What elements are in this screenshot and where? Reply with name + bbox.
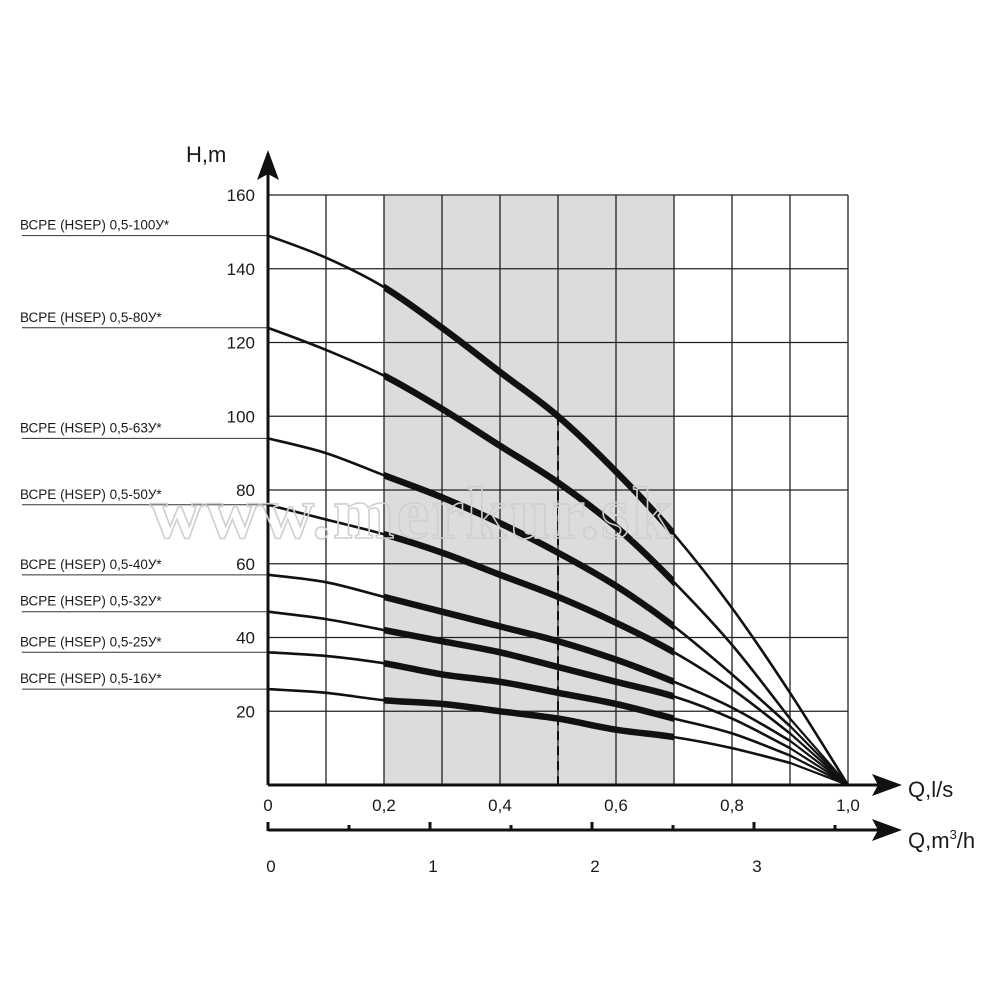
series-label-7: ВСРЕ (HSEP) 0,5-25У* — [20, 634, 162, 649]
x-axis-arrow — [872, 774, 902, 796]
series-curve-2-operating — [384, 372, 674, 587]
series-curve-1-operating — [384, 283, 674, 540]
y-axis-arrow — [257, 150, 279, 180]
x2-tick-label: 2 — [590, 857, 599, 876]
series-leader-lines — [22, 235, 268, 690]
x2-tick-label: 3 — [752, 857, 761, 876]
x-axis-title: Q,l/s — [908, 777, 953, 802]
y-tick-label: 140 — [227, 260, 255, 279]
series-label-3: ВСРЕ (HSEP) 0,5-63У* — [20, 420, 162, 435]
series-shutoff-line-7 — [789, 754, 849, 786]
x-tick-label: 0 — [263, 796, 272, 815]
series-label-5: ВСРЕ (HSEP) 0,5-40У* — [20, 557, 162, 572]
y-tick-label: 160 — [227, 186, 255, 205]
series-curve-6-operating — [384, 626, 674, 700]
y-tick-label: 120 — [227, 334, 255, 353]
series-label-1: ВСРЕ (HSEP) 0,5-100У* — [20, 218, 170, 233]
series-curve-3-operating — [384, 471, 674, 631]
series-label-4: ВСРЕ (HSEP) 0,5-50У* — [20, 487, 162, 502]
series-label-6: ВСРЕ (HSEP) 0,5-32У* — [20, 594, 162, 609]
x-tick-label: 0,4 — [488, 796, 512, 815]
x-tick-label: 1,0 — [836, 796, 860, 815]
series-shutoff-line-8 — [789, 761, 849, 787]
x2-axis-arrow — [872, 819, 902, 841]
x-tick-label: 0,6 — [604, 796, 628, 815]
watermark: www.merkur.sk — [150, 473, 675, 555]
series-label-2: ВСРЕ (HSEP) 0,5-80У* — [20, 310, 162, 325]
series-label-8: ВСРЕ (HSEP) 0,5-16У* — [20, 671, 162, 686]
x2-axis-title: Q,m3/h — [908, 827, 975, 853]
series-curve-5-operating — [384, 593, 674, 686]
y-tick-label: 40 — [236, 629, 255, 648]
y-tick-label: 80 — [236, 481, 255, 500]
y-tick-label: 60 — [236, 555, 255, 574]
x2-tick-label: 1 — [428, 857, 437, 876]
series-curve-4-operating — [384, 530, 674, 657]
series-curves — [266, 234, 850, 787]
x-tick-label: 0,2 — [372, 796, 396, 815]
x2-tick-label: 0 — [266, 857, 275, 876]
y-tick-label: 20 — [236, 702, 255, 721]
x-tick-label: 0,8 — [720, 796, 744, 815]
y-axis-title: H,m — [186, 142, 226, 167]
axes — [257, 150, 902, 841]
series-curve-7-operating — [384, 660, 674, 722]
y-tick-label: 100 — [227, 407, 255, 426]
labels: H,m Q,l/s Q,m3/h ВСРЕ (HSEP) 0,5-100У* ВС… — [20, 142, 975, 876]
series-curve-8-operating — [384, 696, 674, 741]
